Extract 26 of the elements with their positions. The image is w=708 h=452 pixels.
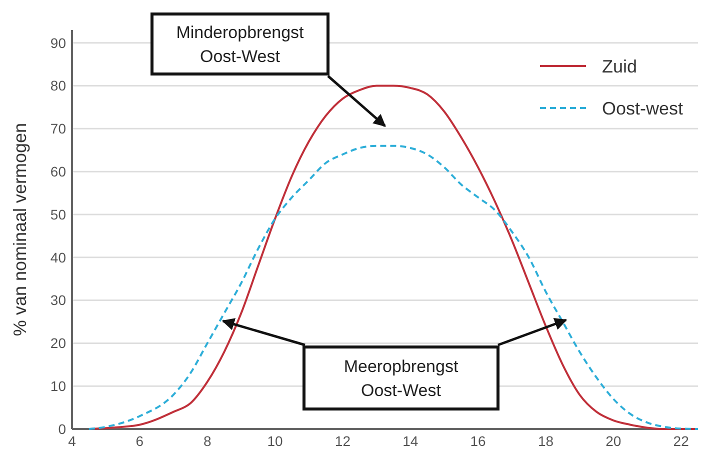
- y-tick-label: 20: [50, 335, 66, 352]
- y-axis-title: % van nominaal vermogen: [10, 122, 30, 336]
- x-tick-label: 12: [334, 433, 351, 449]
- y-tick-label: 70: [50, 120, 66, 137]
- y-tick-label: 40: [50, 249, 66, 266]
- x-tick-label: 14: [402, 433, 418, 449]
- y-tick-label: 10: [50, 378, 66, 394]
- x-tick-label: 20: [606, 433, 622, 449]
- annotation: Meeropbrengst Oost-West: [344, 356, 458, 400]
- x-tick-label: 18: [538, 433, 554, 449]
- y-tick-label: 90: [50, 34, 66, 51]
- x-tick-label: 4: [68, 433, 76, 449]
- x-tick-label: 16: [470, 433, 486, 449]
- annotation: Minderopbrengst Oost-West: [176, 22, 304, 66]
- y-tick-label: 0: [58, 420, 66, 437]
- y-tick-label: 80: [50, 78, 66, 94]
- y-tick-label: 50: [50, 206, 66, 222]
- y-tick-label: 30: [50, 292, 66, 308]
- x-tick-label: 8: [203, 433, 212, 449]
- x-tick-label: 22: [673, 433, 690, 449]
- x-tick-label: 6: [136, 433, 144, 449]
- legend-label: Oost-west: [602, 98, 684, 118]
- x-tick-label: 10: [267, 433, 284, 449]
- legend-label: Zuid: [602, 56, 638, 76]
- y-tick-label: 60: [50, 163, 66, 180]
- line-series: [88, 144, 699, 430]
